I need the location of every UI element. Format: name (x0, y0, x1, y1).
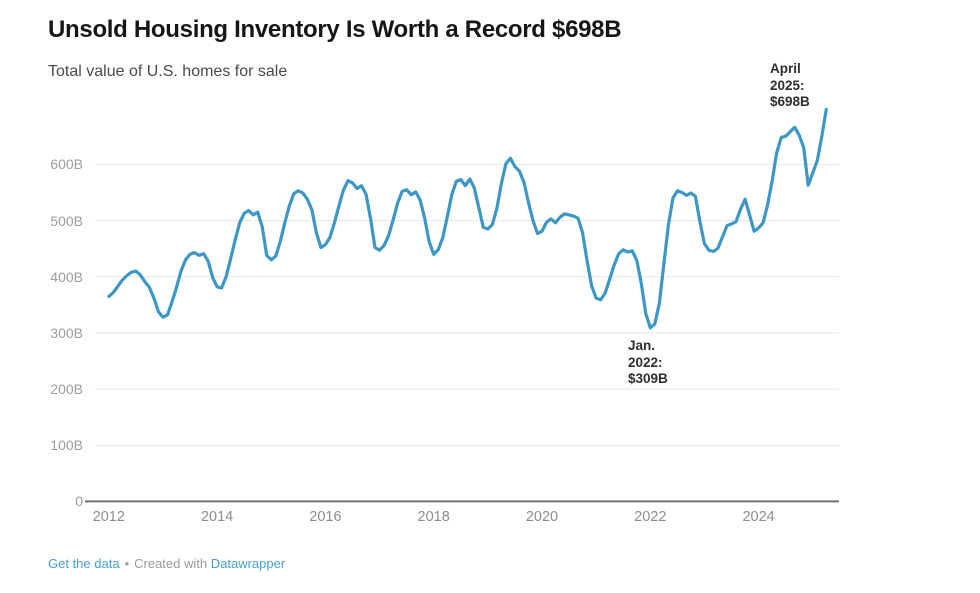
annotation-jan-2022: Jan. 2022: $309B (628, 338, 668, 388)
x-axis-label: 2022 (634, 509, 667, 525)
x-axis-label: 2012 (92, 509, 125, 525)
y-axis-label: 200B (50, 381, 83, 398)
footer-created-with: Created with (134, 556, 208, 571)
annotation-line: $698B (770, 94, 810, 109)
y-axis-label: 600B (50, 156, 83, 173)
annotation-line: Jan. (628, 338, 656, 353)
x-axis-label: 2016 (309, 509, 342, 525)
annotation-april-2025: April 2025: $698B (770, 61, 810, 111)
x-axis-label: 2018 (417, 509, 450, 525)
annotation-line: 2025: (770, 77, 805, 93)
annotation-line: $309B (628, 371, 668, 386)
x-axis-label: 2014 (200, 509, 234, 525)
chart-footer: Get the data • Created with Datawrapper (48, 556, 285, 571)
annotation-line: 2022: (628, 354, 663, 370)
inventory-value-line (107, 107, 828, 330)
footer-separator: • (124, 556, 130, 571)
chart-title: Unsold Housing Inventory Is Worth a Reco… (48, 16, 622, 43)
y-axis-label: 100B (50, 437, 83, 454)
y-axis-label: 300B (50, 324, 83, 341)
y-axis-label: 500B (50, 212, 83, 229)
y-axis-label: 0 (75, 493, 83, 510)
chart-subtitle: Total value of U.S. homes for sale (48, 63, 288, 80)
y-axis-label: 400B (50, 268, 83, 285)
get-the-data-link[interactable]: Get the data (48, 556, 120, 571)
datawrapper-link[interactable]: Datawrapper (210, 556, 286, 571)
x-axis-label: 2024 (742, 509, 775, 525)
annotation-line: April (770, 61, 801, 76)
x-axis-label: 2020 (525, 509, 559, 525)
